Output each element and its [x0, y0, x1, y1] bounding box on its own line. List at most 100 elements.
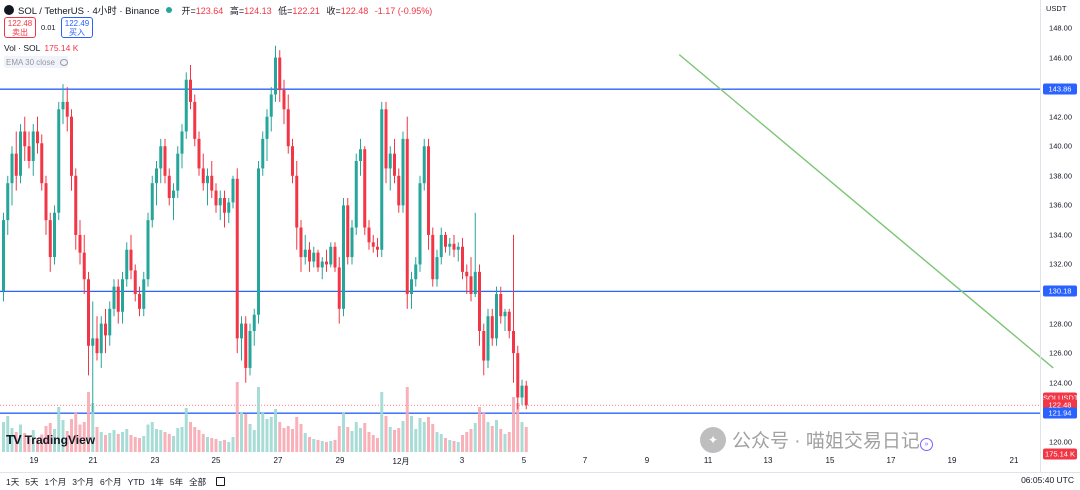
volume-bar	[176, 428, 180, 452]
symbol-title[interactable]: SOL / TetherUS · 4小时 · Binance	[18, 6, 160, 17]
watermark: ✦ 公众号 · 喵姐交易日记	[700, 426, 920, 453]
candle-body	[295, 175, 299, 228]
candle-body	[346, 205, 350, 258]
volume-bar	[231, 437, 235, 452]
buy-button[interactable]: 122.49 买入	[61, 17, 93, 38]
price-tick-label: 136.00	[1049, 200, 1072, 210]
candle-body	[469, 276, 473, 295]
tradingview-logo[interactable]: TV TradingView	[6, 432, 95, 447]
volume-bar	[325, 442, 328, 452]
volume-bar	[312, 439, 316, 452]
timeframe-button[interactable]: YTD	[127, 477, 145, 487]
candle-body	[108, 308, 112, 336]
candle-body	[218, 197, 222, 206]
time-tick-label: 5	[521, 456, 527, 465]
price-axis-label: 121.94	[1043, 407, 1077, 419]
volume-bar	[329, 441, 333, 452]
volume-bar	[252, 430, 256, 452]
candle-body	[282, 90, 286, 110]
volume-bar	[91, 403, 95, 452]
volume-bar	[159, 430, 163, 452]
volume-bar	[401, 421, 405, 452]
timeframe-button[interactable]: 6个月	[99, 477, 122, 487]
volume-bar	[95, 427, 99, 452]
eye-icon[interactable]	[59, 58, 68, 66]
volume-bar	[78, 424, 82, 452]
price-tick-label: 128.00	[1049, 319, 1072, 329]
volume-bar	[444, 438, 447, 452]
candle-body	[342, 205, 345, 309]
volume-bar	[278, 422, 282, 452]
ema-legend[interactable]: EMA 30 close	[4, 56, 68, 68]
market-status-icon	[165, 7, 172, 13]
candle-body	[155, 168, 158, 184]
time-tick-label: 21	[88, 456, 98, 465]
candle-body	[418, 183, 422, 265]
candle-body	[6, 183, 10, 221]
sell-button[interactable]: 122.48 卖出	[4, 17, 36, 38]
scroll-to-realtime-icon[interactable]: »	[920, 438, 933, 451]
candle-body	[265, 116, 269, 139]
timeframe-button[interactable]: 3个月	[72, 477, 94, 487]
open-value: 123.64	[195, 5, 224, 16]
candle-body	[240, 323, 243, 339]
candle-body	[350, 227, 354, 258]
candle-body	[14, 153, 18, 176]
price-tick-label: 148.00	[1049, 23, 1072, 33]
volume-bar	[388, 427, 392, 452]
candle-body	[197, 138, 201, 169]
time-tick-label: 9	[644, 456, 650, 465]
timeframe-button[interactable]: 5年	[169, 477, 184, 487]
volume-bar	[286, 426, 290, 452]
volume-bar	[524, 427, 528, 452]
volume-bar	[184, 408, 188, 452]
candle-body	[512, 330, 515, 354]
volume-value: 175.14 K	[44, 43, 79, 53]
volume-bar	[189, 422, 192, 452]
utc-clock[interactable]: 06:05:40 UTC	[1021, 475, 1074, 485]
volume-bar	[10, 428, 14, 452]
volume-bar	[299, 424, 303, 452]
candle-body	[397, 175, 401, 206]
time-tick-label: 19	[29, 456, 39, 465]
volume-bar	[456, 442, 460, 452]
candle-body	[393, 153, 396, 176]
volume-legend[interactable]: Vol · SOL 175.14 K	[4, 43, 78, 53]
volume-bar	[418, 418, 422, 452]
candle-body	[248, 330, 252, 368]
volume-bar	[53, 429, 56, 452]
volume-bar	[65, 431, 69, 452]
timeframe-button[interactable]: 全部	[189, 477, 207, 487]
volume-bar	[19, 424, 22, 452]
candle-body	[363, 149, 367, 228]
chart-canvas[interactable]	[0, 0, 1080, 472]
candle-body	[10, 153, 14, 184]
candle-body	[431, 234, 435, 280]
volume-bar	[461, 435, 464, 452]
calendar-icon[interactable]	[216, 476, 226, 486]
volume-bar	[452, 441, 456, 452]
volume-bar	[108, 433, 112, 452]
volume-bar	[125, 429, 129, 452]
time-tick-label: 19	[947, 456, 957, 465]
open-key: 开=	[181, 5, 196, 16]
timeframe-button[interactable]: 1个月	[44, 477, 67, 487]
price-axis-label: 175.14 K	[1043, 448, 1077, 460]
volume-bar	[380, 392, 384, 452]
time-tick-label: 17	[886, 456, 896, 465]
candle-body	[159, 146, 163, 169]
candle-body	[261, 138, 265, 169]
price-axis-label: 143.86	[1043, 83, 1077, 95]
candle-body	[286, 109, 290, 147]
timeframe-button[interactable]: 1天	[6, 477, 20, 487]
tradingview-name: TradingView	[24, 432, 96, 447]
candle-body	[99, 323, 103, 354]
volume-bar	[482, 412, 486, 452]
candle-body	[87, 279, 90, 346]
candle-body	[490, 316, 494, 339]
timeframe-button[interactable]: 5天	[25, 477, 39, 487]
candle-body	[125, 249, 129, 280]
candle-body	[325, 261, 328, 265]
timeframe-button[interactable]: 1年	[150, 477, 164, 487]
volume-bar	[346, 427, 350, 452]
